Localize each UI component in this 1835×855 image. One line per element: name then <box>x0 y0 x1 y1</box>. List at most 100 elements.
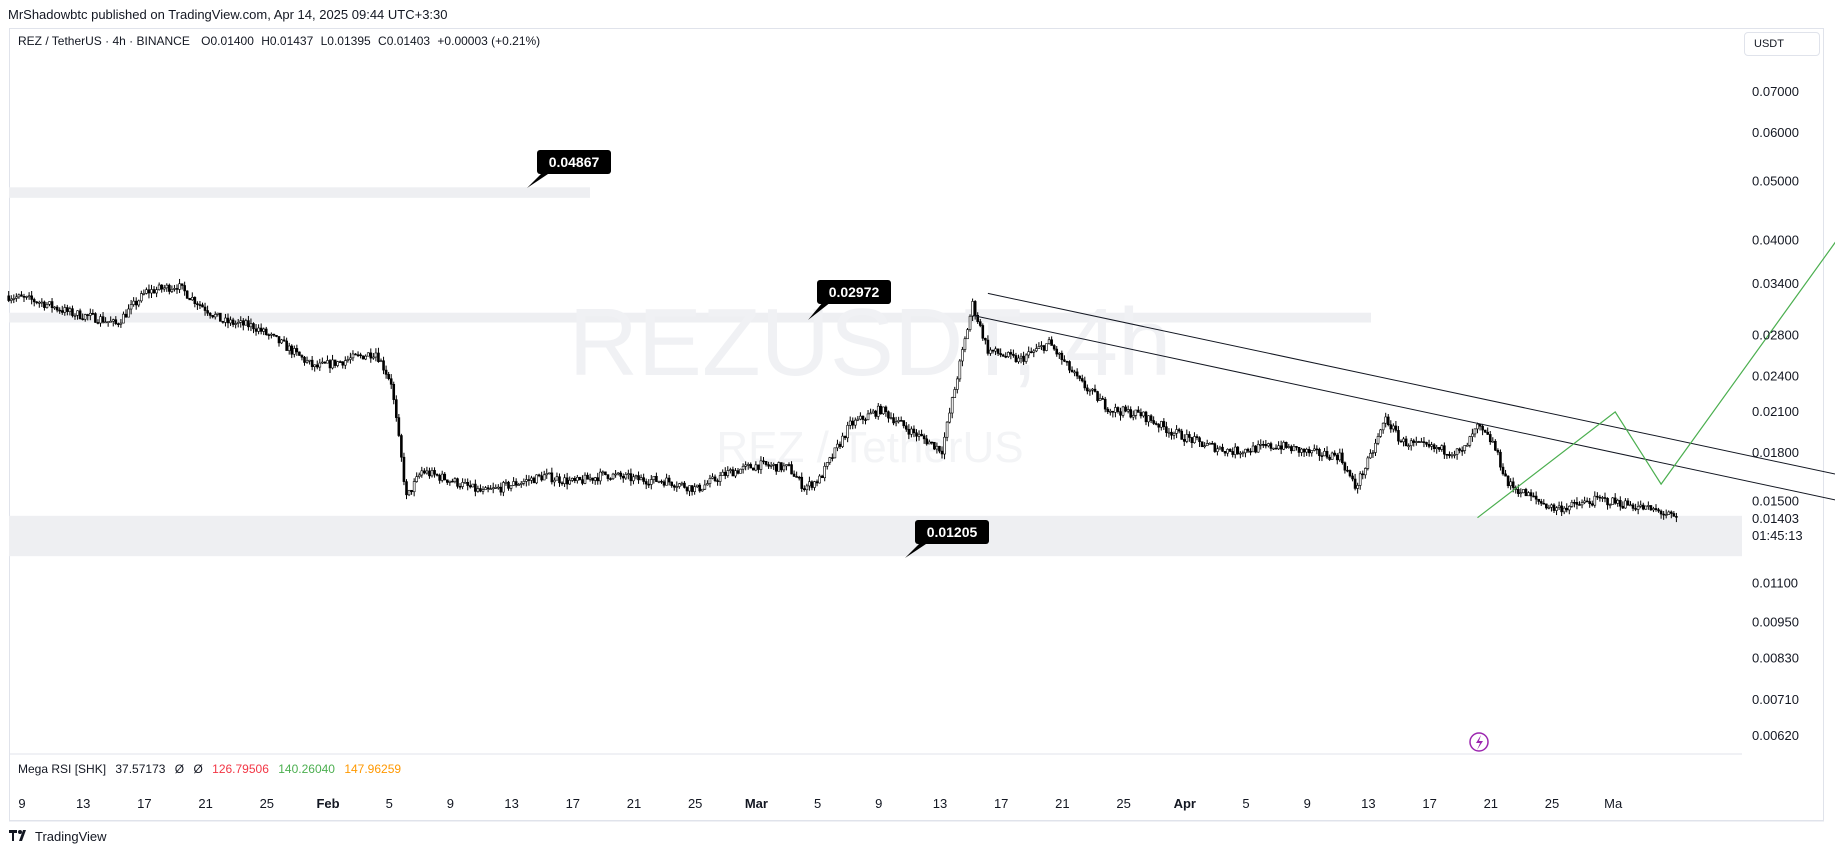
candle <box>254 324 258 336</box>
candle <box>1262 440 1265 448</box>
candle <box>35 301 39 305</box>
candle <box>859 412 862 421</box>
candle <box>953 386 957 398</box>
time-axis-label: 21 <box>1055 796 1069 811</box>
legend-symbol[interactable]: REZ / TetherUS · 4h · BINANCE <box>18 34 190 48</box>
indicator-value-4: 126.79506 <box>212 762 269 776</box>
trendline[interactable] <box>987 292 1835 489</box>
candle <box>58 307 62 314</box>
candle <box>423 468 426 475</box>
candle <box>647 479 651 489</box>
candle <box>1251 441 1255 453</box>
candle <box>1358 471 1362 490</box>
indicator-value-3: Ø <box>193 762 203 776</box>
indicator-legend[interactable]: Mega RSI [SHK] 37.57173 Ø Ø 126.79506 14… <box>18 762 407 776</box>
candle <box>726 466 730 478</box>
candle <box>264 326 268 336</box>
candle <box>466 478 470 491</box>
candle <box>55 305 59 313</box>
candle <box>445 479 449 485</box>
candle <box>930 441 934 445</box>
time-axis-label: 25 <box>1116 796 1130 811</box>
currency-button[interactable]: USDT <box>1744 32 1820 56</box>
candle <box>40 298 44 308</box>
candle <box>147 284 151 299</box>
candle <box>1063 355 1066 363</box>
candle <box>698 483 702 493</box>
candle <box>1068 360 1071 374</box>
candle <box>1369 449 1372 459</box>
candle <box>1626 498 1630 506</box>
candle <box>1562 506 1566 515</box>
candle <box>494 484 498 489</box>
candle <box>346 355 350 363</box>
candle <box>101 312 105 324</box>
candle <box>713 474 717 483</box>
candle <box>530 475 533 484</box>
projection-line[interactable] <box>1477 187 1835 519</box>
price-callout[interactable]: 0.01205 <box>905 520 989 558</box>
candle <box>772 462 776 470</box>
candle <box>1121 405 1125 418</box>
candle <box>736 468 740 475</box>
last-price-label: 0.01403 <box>1752 511 1799 526</box>
candle <box>606 474 610 482</box>
candle <box>632 473 635 485</box>
candle <box>435 473 439 477</box>
tradingview-branding[interactable]: TradingView <box>9 829 107 844</box>
candle <box>1233 443 1237 459</box>
candle <box>397 413 401 438</box>
candle <box>89 308 92 321</box>
candle <box>122 311 125 324</box>
candle <box>667 475 671 486</box>
candle <box>1476 422 1479 434</box>
price-callout[interactable]: 0.04867 <box>527 150 611 188</box>
candle <box>1188 431 1191 442</box>
candle <box>1501 463 1505 476</box>
candle <box>1088 388 1092 396</box>
candle <box>168 283 171 295</box>
support-resistance-zone[interactable] <box>9 515 1742 557</box>
support-resistance-zone[interactable] <box>9 187 590 198</box>
candle <box>1488 430 1492 445</box>
candle <box>874 409 878 419</box>
support-resistance-zone[interactable] <box>9 312 1371 323</box>
alert-icon[interactable] <box>1469 732 1489 752</box>
candle <box>1420 437 1423 443</box>
candle <box>1142 411 1145 418</box>
legend-low: L0.01395 <box>320 34 371 48</box>
candle <box>106 321 110 327</box>
candle <box>285 337 288 351</box>
candle <box>1035 343 1038 353</box>
candle <box>1177 427 1181 434</box>
candle <box>1205 439 1209 447</box>
candle <box>1376 433 1380 446</box>
time-axis: 9 13 17 21 25 Feb 5 9 13 17 21 25 Mar 5 9 13 17 21 25 Apr 5 9… <box>18 796 1623 811</box>
candle <box>1534 491 1538 505</box>
candle <box>1239 451 1242 459</box>
candle <box>1542 499 1546 505</box>
candle <box>249 318 253 332</box>
candle <box>792 470 796 477</box>
candle <box>1399 439 1403 443</box>
price-axis-label: 0.07000 <box>1752 84 1799 99</box>
candle <box>1111 410 1115 418</box>
price-callout[interactable]: 0.02972 <box>808 280 891 320</box>
candle <box>856 415 860 422</box>
candle <box>943 432 946 460</box>
indicator-name[interactable]: Mega RSI [SHK] <box>18 762 107 776</box>
candle <box>853 417 857 429</box>
candle <box>578 476 582 481</box>
candle <box>1228 448 1232 453</box>
candle <box>1619 496 1622 511</box>
candle <box>295 344 299 356</box>
candle <box>1119 407 1122 421</box>
candle <box>236 318 240 328</box>
trendline[interactable] <box>972 314 1835 508</box>
candle <box>568 476 572 485</box>
projection-path <box>1477 187 1835 519</box>
price-axis-label: 0.02100 <box>1752 404 1799 419</box>
candle <box>221 320 225 324</box>
candle <box>950 396 954 419</box>
